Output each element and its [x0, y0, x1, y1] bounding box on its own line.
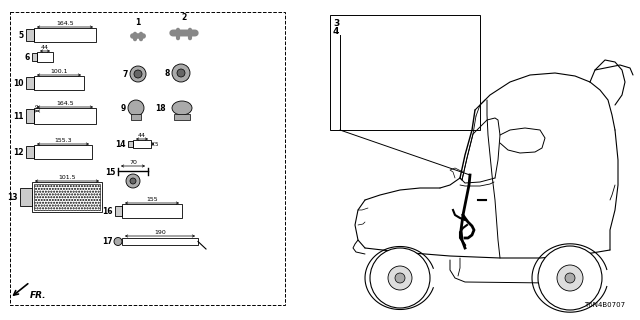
Bar: [131, 114, 141, 120]
Circle shape: [557, 265, 583, 291]
Text: 11: 11: [13, 111, 24, 121]
Text: 8: 8: [164, 68, 170, 77]
Text: 14: 14: [115, 140, 126, 148]
Text: 1: 1: [136, 18, 141, 27]
Text: 2: 2: [181, 13, 187, 22]
Bar: [34, 76, 84, 90]
Text: 155: 155: [146, 196, 158, 202]
Text: FR.: FR.: [30, 291, 47, 300]
Text: 7: 7: [123, 69, 128, 78]
Text: T6N4B0707: T6N4B0707: [584, 302, 625, 308]
Circle shape: [177, 69, 185, 77]
Ellipse shape: [172, 101, 192, 115]
Bar: [34, 108, 96, 124]
Text: 10: 10: [13, 78, 24, 87]
Text: 164.5: 164.5: [56, 100, 74, 106]
Bar: [128, 141, 133, 147]
Bar: [37, 52, 53, 62]
Text: 4: 4: [333, 27, 339, 36]
Text: 15: 15: [106, 167, 116, 177]
Bar: [34, 145, 92, 159]
Text: 6: 6: [25, 52, 30, 61]
Bar: [34, 28, 96, 42]
Bar: [174, 114, 190, 120]
Text: 155.3: 155.3: [54, 138, 72, 142]
Bar: [330, 15, 480, 130]
Text: 5: 5: [19, 30, 24, 39]
Bar: [122, 238, 198, 245]
Bar: [26, 29, 34, 41]
Bar: [26, 109, 34, 123]
Text: 9: 9: [35, 105, 38, 109]
Bar: [32, 53, 37, 61]
Text: 9: 9: [121, 103, 126, 113]
Circle shape: [388, 266, 412, 290]
Text: 12: 12: [13, 148, 24, 156]
Circle shape: [130, 66, 146, 82]
Bar: [10, 12, 285, 305]
Text: 190: 190: [154, 229, 166, 235]
Circle shape: [565, 273, 575, 283]
Bar: [133, 140, 151, 148]
Bar: [26, 77, 34, 89]
Text: 101.5: 101.5: [58, 174, 76, 180]
Circle shape: [370, 248, 430, 308]
Circle shape: [172, 64, 190, 82]
Bar: [34, 184, 100, 210]
Text: 44: 44: [41, 44, 49, 50]
Text: 16: 16: [102, 206, 113, 215]
Text: 17: 17: [102, 237, 113, 246]
Text: 18: 18: [156, 103, 166, 113]
Text: 13: 13: [8, 193, 18, 202]
Bar: [20, 188, 32, 206]
Bar: [26, 146, 34, 158]
Circle shape: [128, 100, 144, 116]
Text: 164.5: 164.5: [56, 20, 74, 26]
Bar: [32, 182, 102, 212]
Text: 70: 70: [129, 159, 137, 164]
Text: 100.1: 100.1: [51, 68, 68, 74]
Circle shape: [126, 174, 140, 188]
Circle shape: [114, 237, 122, 245]
Text: 3: 3: [333, 19, 339, 28]
Circle shape: [395, 273, 405, 283]
Circle shape: [134, 70, 142, 78]
Bar: [122, 204, 182, 218]
Text: 44: 44: [138, 132, 146, 138]
Circle shape: [538, 246, 602, 310]
Text: 5: 5: [155, 141, 159, 147]
Bar: [115, 206, 122, 216]
Circle shape: [130, 178, 136, 184]
